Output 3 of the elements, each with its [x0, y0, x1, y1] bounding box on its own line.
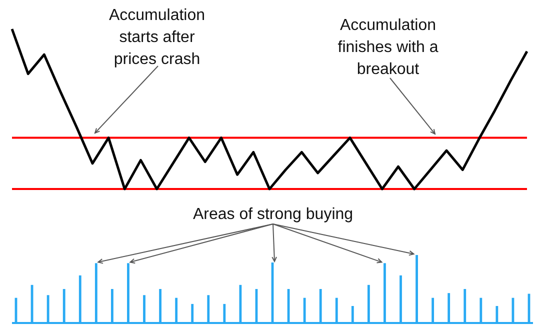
text: Areas of strong buying	[192, 206, 354, 223]
annotation: Accumulation finishes with a breakout	[338, 17, 438, 78]
annotation: Accumulation starts after prices crash	[108, 7, 206, 68]
